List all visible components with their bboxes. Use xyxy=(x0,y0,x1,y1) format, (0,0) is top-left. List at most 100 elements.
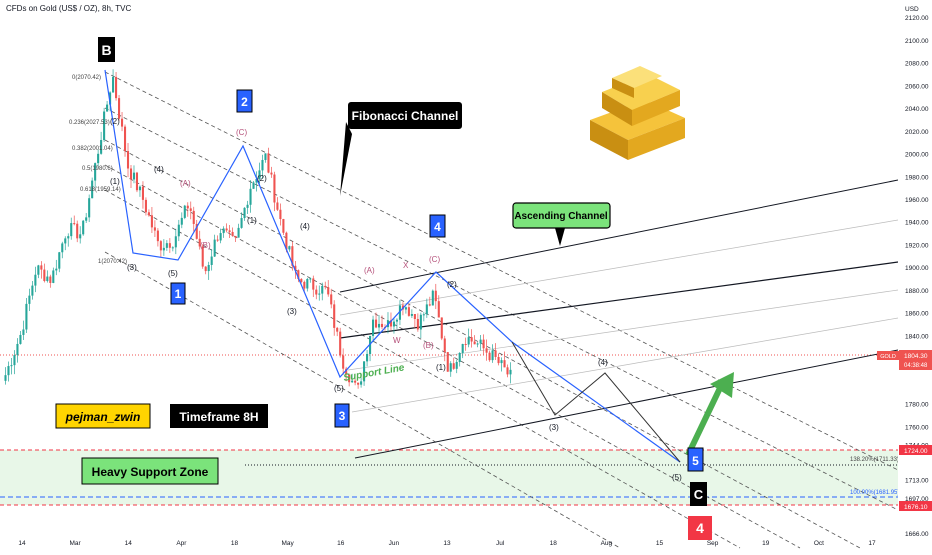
candle-body xyxy=(282,219,285,233)
candle-body xyxy=(431,290,434,306)
time-tick-label: 18 xyxy=(231,540,239,547)
fib-level-382: 0.382(2001.04) xyxy=(72,146,113,152)
candle-body xyxy=(156,230,159,242)
candle-body xyxy=(162,247,165,251)
candle-body xyxy=(100,140,103,154)
time-tick-label: 17 xyxy=(868,540,876,547)
candle-body xyxy=(219,233,222,241)
wave-path xyxy=(104,69,681,463)
time-tick-label: 13 xyxy=(443,540,451,547)
candle-body xyxy=(207,264,210,272)
wave-label: (1) xyxy=(110,177,120,186)
candle-body xyxy=(150,215,153,228)
candle-body xyxy=(389,320,393,327)
candle-body xyxy=(186,205,189,209)
wave-label: (1) xyxy=(436,363,446,372)
candle-body xyxy=(120,118,124,127)
candle-body xyxy=(138,186,142,191)
candle-body xyxy=(509,369,512,375)
candle-body xyxy=(258,170,261,180)
time-tick-label: Jul xyxy=(496,540,505,547)
candle-body xyxy=(126,151,130,169)
candle-body xyxy=(330,294,333,305)
wave-tag-3-label: 3 xyxy=(339,409,346,423)
wave-label: (3) xyxy=(127,263,137,272)
candle-body xyxy=(37,265,40,275)
candle-body xyxy=(354,380,357,383)
candle-body xyxy=(321,285,324,294)
candle-body xyxy=(458,352,461,362)
candle-body xyxy=(413,313,416,320)
price-tick-label: 2020.00 xyxy=(905,129,929,136)
wave-label: (B) xyxy=(200,241,211,250)
candle-body xyxy=(312,278,315,290)
time-tick-label: 14 xyxy=(125,540,133,547)
candle-body xyxy=(500,360,503,364)
candle-body xyxy=(204,266,207,272)
price-axis[interactable] xyxy=(898,0,932,550)
candle-body xyxy=(348,374,351,383)
candle-body xyxy=(506,367,509,375)
candle-body xyxy=(234,235,237,238)
wave-tag-C xyxy=(690,482,707,506)
candle-body xyxy=(132,172,136,180)
level-tag-1724 xyxy=(899,445,932,455)
price-tick-label: 2060.00 xyxy=(905,83,929,90)
candle-body xyxy=(306,278,309,289)
asc-callout-pointer xyxy=(555,228,565,246)
candle-body xyxy=(79,234,82,239)
wave-label: (3) xyxy=(287,307,297,316)
time-tick-label: 19 xyxy=(762,540,770,547)
candle-body xyxy=(461,343,464,353)
wave-tag-5-label: 5 xyxy=(692,454,699,468)
candle-body xyxy=(231,231,234,236)
candle-body xyxy=(7,366,10,376)
candle-body xyxy=(485,348,488,353)
candle-body xyxy=(225,228,228,231)
wave-label: X xyxy=(403,261,409,270)
candle-body xyxy=(374,319,378,328)
candle-body xyxy=(437,301,440,318)
symbol-tag-label: GOLD xyxy=(880,354,896,360)
chart-title: CFDs on Gold (US$ / OZ), 8h, TVC xyxy=(6,4,132,13)
candle-body xyxy=(123,126,127,152)
candle-body xyxy=(318,293,321,295)
candle-body xyxy=(28,295,31,304)
gold-bars-icon xyxy=(590,66,685,160)
candle-body xyxy=(395,319,398,322)
time-axis[interactable]: 14 Mar 14 Apr 18 May 16 Jun 13 Jul 18 Aug 15 Sep 19 Oct… xyxy=(18,540,876,547)
wave-label: (2) xyxy=(257,174,267,183)
time-tick-label: 16 xyxy=(337,540,345,547)
time-tick-label: Oct xyxy=(814,540,824,547)
price-tick-label: 1880.00 xyxy=(905,288,929,295)
candle-body xyxy=(339,331,342,356)
timeframe-label: Timeframe 8H xyxy=(179,410,258,424)
author-box xyxy=(55,403,151,429)
candle-body xyxy=(135,172,139,191)
candle-body xyxy=(452,363,455,369)
candle-body xyxy=(88,198,91,218)
time-tick-label: 18 xyxy=(550,540,558,547)
candle-body xyxy=(174,236,177,248)
wave-tag-3 xyxy=(334,403,350,428)
price-tick-label: 1860.00 xyxy=(905,311,929,318)
fib-channel-line xyxy=(104,139,861,549)
price-tick-label: 1666.00 xyxy=(905,531,929,538)
candle-body xyxy=(210,256,213,265)
price-tag-value: 1804.30 xyxy=(904,353,928,360)
candle-body xyxy=(4,375,7,381)
candle-body xyxy=(49,276,52,283)
asc-callout-box xyxy=(512,202,611,229)
candle-body xyxy=(324,285,327,288)
candle-body xyxy=(73,223,76,225)
channel-mid xyxy=(339,261,899,339)
fib-level-618: 0.618(1959.14) xyxy=(80,187,121,193)
fibonacci-channel xyxy=(104,71,899,549)
fib-channel-line xyxy=(104,107,899,511)
candle-body xyxy=(201,246,204,267)
time-tick-label: May xyxy=(281,540,294,547)
candle-body xyxy=(446,352,449,372)
time-tick-label: Aug xyxy=(601,540,613,547)
channel-quarter xyxy=(339,219,899,316)
